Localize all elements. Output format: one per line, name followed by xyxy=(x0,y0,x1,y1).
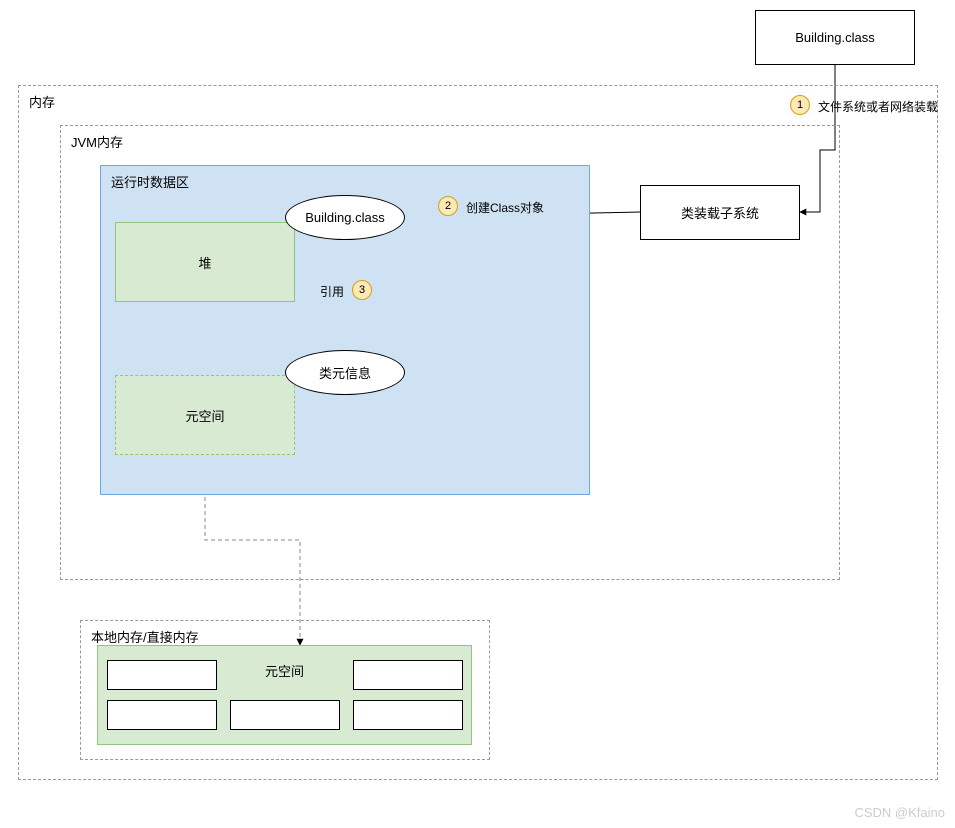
heap-box: 堆 xyxy=(115,222,295,302)
metaspace-ref-box: 元空间 xyxy=(115,375,295,455)
step-badge-3: 3 xyxy=(352,280,372,300)
step-badge-1: 1 xyxy=(790,95,810,115)
runtime-data-area-label: 运行时数据区 xyxy=(111,172,189,191)
watermark: CSDN @Kfaino xyxy=(854,805,945,820)
metaspace-slot xyxy=(353,660,463,690)
building-class-ellipse-label: Building.class xyxy=(305,210,385,225)
class-loader-label: 类装载子系统 xyxy=(681,203,759,222)
building-class-ellipse: Building.class xyxy=(285,195,405,240)
step-badge-2-text: 创建Class对象 xyxy=(466,199,544,216)
memory-label: 内存 xyxy=(29,92,55,111)
step-badge-2: 2 xyxy=(438,196,458,216)
metaspace-slot xyxy=(353,700,463,730)
metaspace-box-label: 元空间 xyxy=(265,661,304,680)
heap-label: 堆 xyxy=(198,253,211,272)
step-badge-1-num: 1 xyxy=(797,99,803,111)
step-badge-1-text: 文件系统或者网络装载 xyxy=(818,98,938,115)
jvm-memory-label: JVM内存 xyxy=(71,132,123,151)
building-class-file-box: Building.class xyxy=(755,10,915,65)
step-badge-3-text: 引用 xyxy=(320,283,344,300)
metaspace-slot xyxy=(230,700,340,730)
metaspace-ref-label: 元空间 xyxy=(185,406,224,425)
class-loader-box: 类装载子系统 xyxy=(640,185,800,240)
native-memory-label: 本地内存/直接内存 xyxy=(91,627,199,646)
metaspace-slot xyxy=(107,700,217,730)
step-badge-2-num: 2 xyxy=(445,200,451,212)
building-class-file-label: Building.class xyxy=(795,30,875,45)
metaspace-slot xyxy=(107,660,217,690)
step-badge-3-num: 3 xyxy=(359,284,365,296)
class-meta-ellipse: 类元信息 xyxy=(285,350,405,395)
class-meta-ellipse-label: 类元信息 xyxy=(319,363,371,382)
